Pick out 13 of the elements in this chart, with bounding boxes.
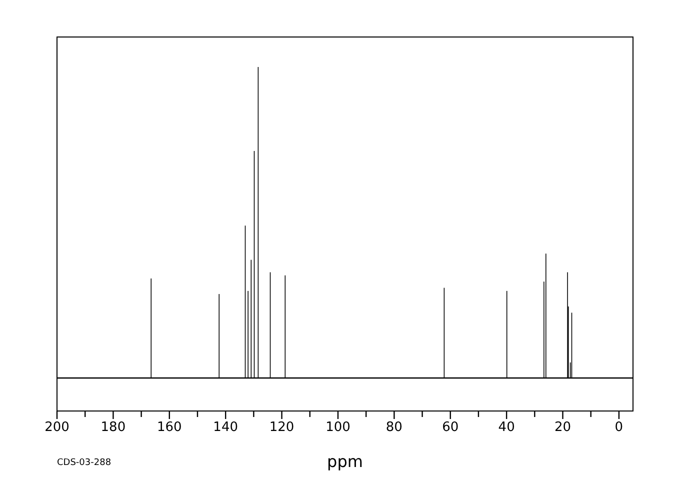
x-tick-label: 160 (156, 420, 182, 436)
x-tick-label: 200 (44, 420, 70, 436)
x-tick-label: 80 (386, 420, 402, 436)
x-tick-label: 20 (554, 420, 572, 436)
x-tick-label: 100 (326, 420, 350, 436)
x-tick-label: 120 (269, 420, 294, 436)
text: CDS-03-288 (57, 458, 112, 468)
x-tick-label: 140 (213, 420, 238, 436)
x-tick-label: 180 (100, 420, 126, 436)
x-tick-label: 0 (614, 420, 624, 436)
x-tick-label: 40 (498, 420, 515, 436)
x-axis-title: ppm (327, 452, 363, 471)
x-tick-label: 60 (442, 420, 459, 436)
